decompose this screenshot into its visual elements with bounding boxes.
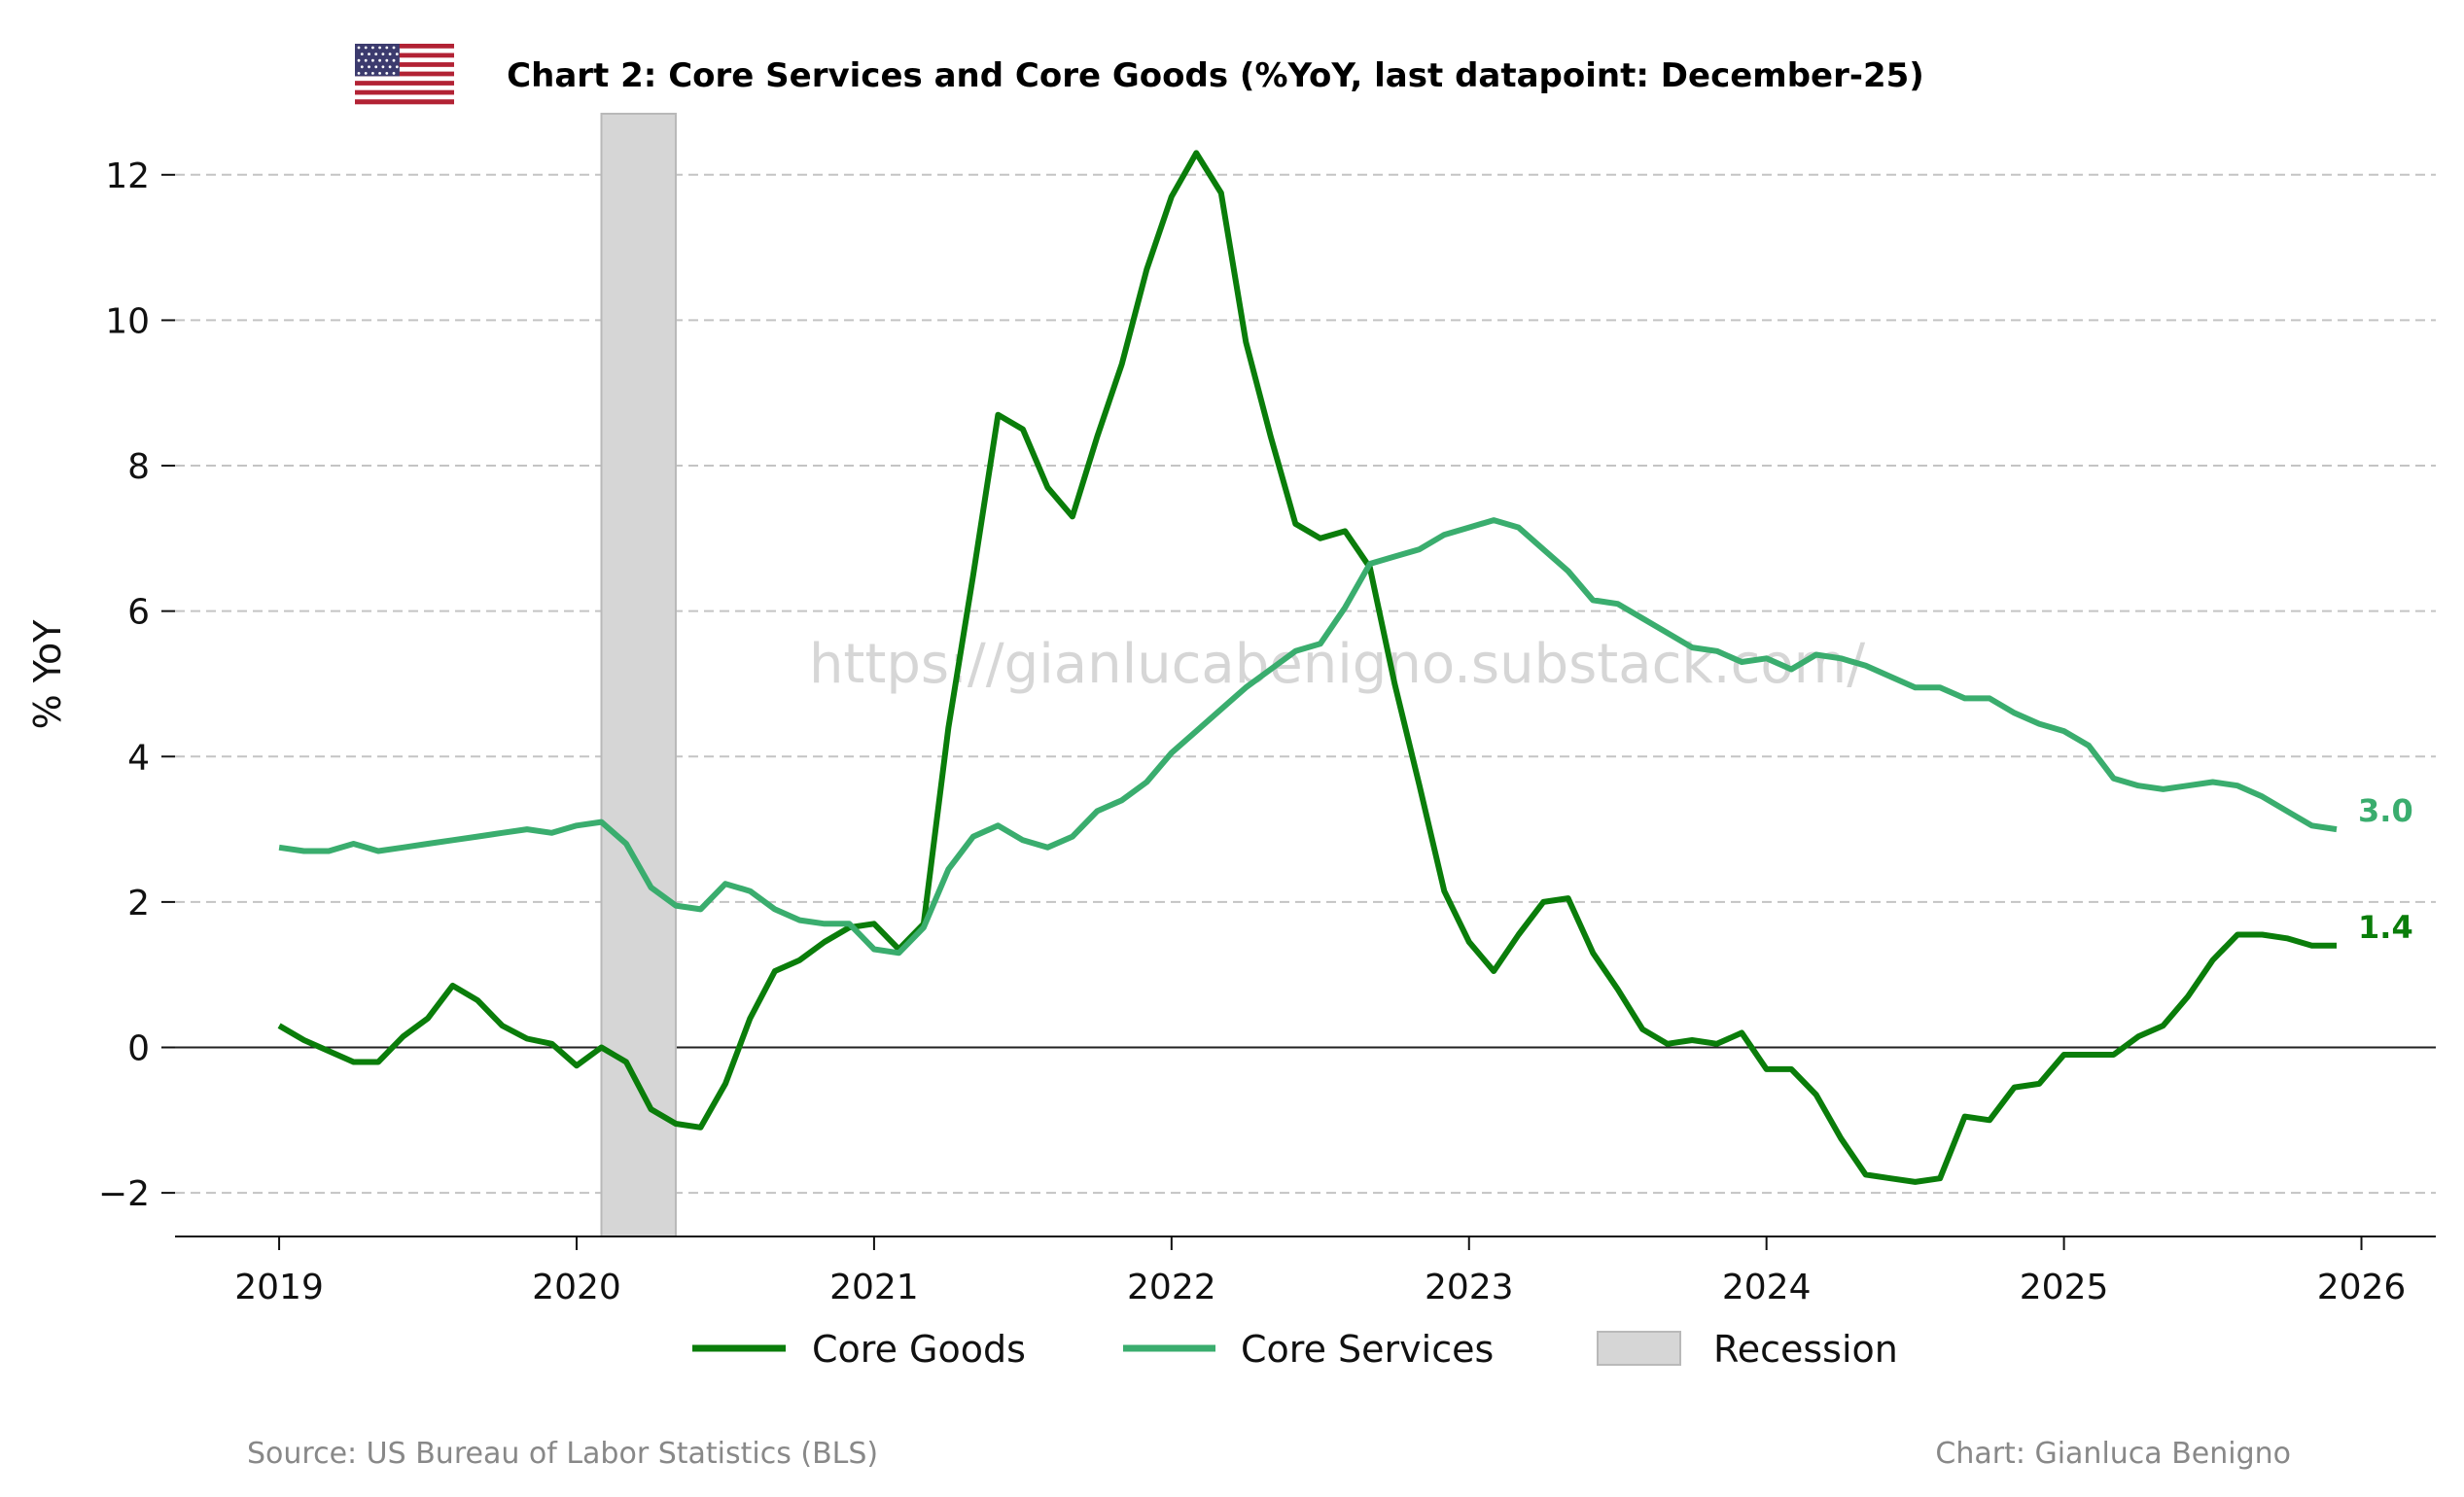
legend: Core Goods Core Services Recession (692, 1328, 1898, 1371)
flag-star (378, 46, 381, 50)
flag-star (381, 52, 385, 55)
y-axis-label: % YoY (26, 619, 69, 730)
flag-star (368, 52, 370, 55)
y-tick-label: 6 (127, 593, 150, 633)
x-tick-label: 2022 (1127, 1268, 1216, 1307)
chart-title: Chart 2: Core Services and Core Goods (%… (507, 56, 1924, 95)
flag-stripe (355, 62, 454, 68)
flag-star (392, 58, 396, 62)
flag-canton (355, 44, 400, 77)
flag-star (395, 65, 399, 69)
flag-stripe (355, 71, 454, 77)
end-labels: 1.4 3.0 (2358, 792, 2413, 946)
y-tick-label: 0 (127, 1029, 150, 1069)
recession-band (600, 113, 677, 1237)
end-label-core-goods: 1.4 (2358, 909, 2413, 946)
flag-star (364, 58, 368, 62)
series-line-core-services (278, 517, 2338, 957)
flag-star (360, 65, 364, 69)
flag-star (388, 65, 392, 69)
flag-star (371, 72, 374, 75)
flag-stripe (355, 76, 454, 82)
x-axis-ticks: 2019 2020 2021 2022 2023 2024 2025 2026 (234, 1236, 2406, 1307)
flag-star (364, 72, 368, 75)
x-tick-label: 2019 (234, 1268, 324, 1307)
flag-star (357, 58, 361, 62)
y-tick-label: 2 (127, 884, 150, 923)
y-tick-label: 10 (105, 301, 150, 341)
flag-star (395, 52, 399, 55)
y-tick-label: −2 (98, 1174, 150, 1214)
flag-star (392, 72, 396, 75)
y-tick-label: 4 (127, 738, 150, 778)
flag-stripe (355, 89, 454, 95)
chart-credit: Chart: Gianluca Benigno (1935, 1437, 2291, 1471)
flag-star (374, 65, 378, 69)
flag-star (385, 72, 389, 75)
legend-label-recession: Recession (1713, 1328, 1898, 1371)
series-lines (277, 150, 2338, 1185)
flag-star (357, 46, 361, 50)
x-tick-label: 2025 (2020, 1268, 2109, 1307)
flag-stripe (355, 94, 454, 100)
x-tick-label: 2021 (829, 1268, 919, 1307)
flag-star (371, 46, 374, 50)
us-flag-icon (355, 44, 454, 105)
x-tick-label: 2020 (532, 1268, 621, 1307)
flag-stripe (355, 81, 454, 87)
recession-rect (600, 113, 677, 1237)
flag-star (378, 72, 381, 75)
end-label-core-services: 3.0 (2358, 792, 2413, 829)
flag-stripe (355, 66, 454, 72)
flag-star (385, 58, 389, 62)
flag-star (388, 52, 392, 55)
flag-star (371, 58, 374, 62)
flag-stripe (355, 44, 454, 50)
series-line-core-goods (277, 150, 2337, 1185)
flag-stripe (355, 48, 454, 53)
watermark: https://gianlucabenigno.substack.com/ (809, 633, 1865, 696)
x-tick-label: 2026 (2317, 1268, 2407, 1307)
flag-star (357, 72, 361, 75)
flag-stripe (355, 85, 454, 90)
flag-star (392, 46, 396, 50)
flag-stripe (355, 52, 454, 58)
legend-label-core-services: Core Services (1241, 1328, 1494, 1371)
legend-label-core-goods: Core Goods (812, 1328, 1026, 1371)
flag-stripe (355, 57, 454, 63)
flag-stripe (355, 99, 454, 105)
y-axis-ticks: −2 0 2 4 6 8 10 12 (98, 157, 175, 1214)
legend-swatch-recession (1597, 1331, 1681, 1366)
y-tick-label: 8 (127, 447, 150, 487)
flag-star (364, 46, 368, 50)
flag-star (360, 52, 364, 55)
flag-star (381, 65, 385, 69)
flag-star (385, 46, 389, 50)
y-tick-label: 12 (105, 157, 150, 196)
x-tick-label: 2023 (1425, 1268, 1514, 1307)
flag-star (374, 52, 378, 55)
x-tick-label: 2024 (1722, 1268, 1812, 1307)
flag-star (368, 65, 370, 69)
source-note: Source: US Bureau of Labor Statistics (B… (247, 1437, 878, 1471)
flag-star (378, 58, 381, 62)
